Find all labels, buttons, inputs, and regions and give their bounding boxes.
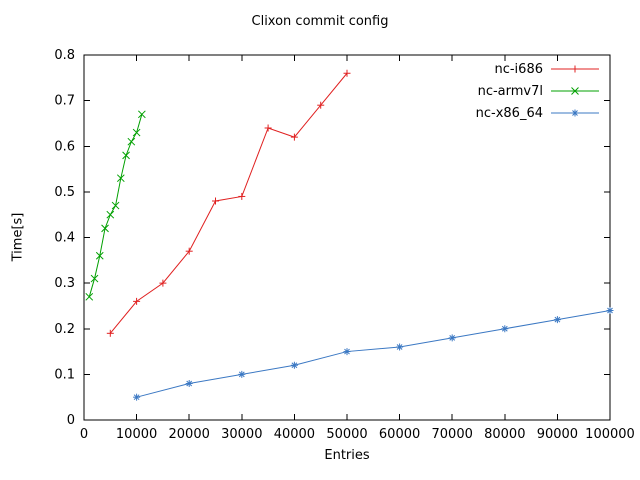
star-marker-icon: [185, 380, 193, 387]
y-tick-label: 0.5: [54, 185, 75, 200]
star-marker-icon: [553, 316, 561, 324]
y-tick-label: 0.3: [54, 276, 75, 291]
x-tick-label: 60000: [379, 427, 420, 442]
plus-marker-icon: [159, 279, 167, 287]
plus-marker-icon: [185, 247, 193, 255]
x-tick-label: 40000: [274, 427, 315, 442]
plus-marker-icon: [212, 197, 219, 205]
x-tick-label: 100000: [585, 427, 635, 442]
series-line: [136, 310, 611, 398]
y-tick-label: 0.7: [54, 94, 75, 109]
star-marker-icon: [133, 393, 141, 401]
cross-marker-icon: [127, 137, 136, 146]
plus-marker-icon: [106, 329, 114, 337]
cross-marker-icon: [122, 151, 130, 160]
x-tick-label: 70000: [432, 427, 473, 442]
cross-marker-icon: [106, 210, 115, 219]
cross-marker-icon: [132, 128, 141, 137]
legend: nc-i686 nc-armv7l nc-x86_64: [476, 62, 599, 121]
x-tick-label: 0: [80, 427, 88, 442]
x-tick-label: 10000: [116, 427, 157, 442]
cross-marker-icon: [116, 174, 125, 183]
x-tick-label: 20000: [169, 427, 210, 442]
y-tick-label: 0.4: [54, 231, 75, 246]
cross-marker-icon: [95, 251, 104, 260]
plus-marker-icon: [571, 65, 579, 73]
plus-marker-icon: [317, 101, 325, 109]
series-nc-armv7l: [85, 110, 146, 301]
star-marker-icon: [571, 109, 579, 117]
series-line: [109, 72, 348, 334]
cross-marker-icon: [571, 87, 579, 95]
series-nc-x86_64: [133, 307, 614, 401]
y-tick-label: 0.8: [54, 48, 75, 63]
star-marker-icon: [501, 325, 509, 333]
plus-marker-icon: [343, 69, 351, 77]
series-nc-i686: [106, 69, 351, 337]
y-tick-label: 0.6: [54, 139, 75, 154]
star-marker-icon: [238, 370, 246, 378]
legend-item: nc-x86_64: [476, 106, 599, 121]
legend-item: nc-armv7l: [478, 84, 599, 99]
star-marker-icon: [448, 334, 456, 342]
star-marker-icon: [343, 348, 351, 356]
x-tick-label: 50000: [326, 427, 367, 442]
x-tick-label: 80000: [484, 427, 525, 442]
chart-title: Clixon commit config: [251, 14, 389, 29]
y-tick-label: 0: [67, 413, 75, 428]
legend-item: nc-i686: [494, 62, 599, 77]
cross-marker-icon: [138, 110, 146, 119]
y-tick-label: 0.2: [54, 322, 75, 337]
legend-label: nc-i686: [494, 62, 543, 77]
star-marker-icon: [396, 343, 404, 351]
legend-label: nc-armv7l: [478, 84, 543, 99]
plus-marker-icon: [133, 297, 141, 305]
cross-marker-icon: [111, 201, 120, 210]
plus-marker-icon: [264, 124, 272, 132]
star-marker-icon: [290, 361, 298, 369]
star-marker-icon: [606, 307, 614, 314]
x-axis-label: Entries: [324, 448, 370, 463]
plus-marker-icon: [290, 133, 298, 141]
x-tick-label: 30000: [221, 427, 262, 442]
legend-label: nc-x86_64: [476, 106, 543, 121]
y-tick-label: 0.1: [54, 367, 75, 382]
cross-marker-icon: [85, 292, 94, 301]
x-tick-label: 90000: [537, 427, 578, 442]
cross-marker-icon: [101, 224, 109, 233]
plus-marker-icon: [238, 192, 246, 200]
cross-marker-icon: [90, 274, 99, 283]
